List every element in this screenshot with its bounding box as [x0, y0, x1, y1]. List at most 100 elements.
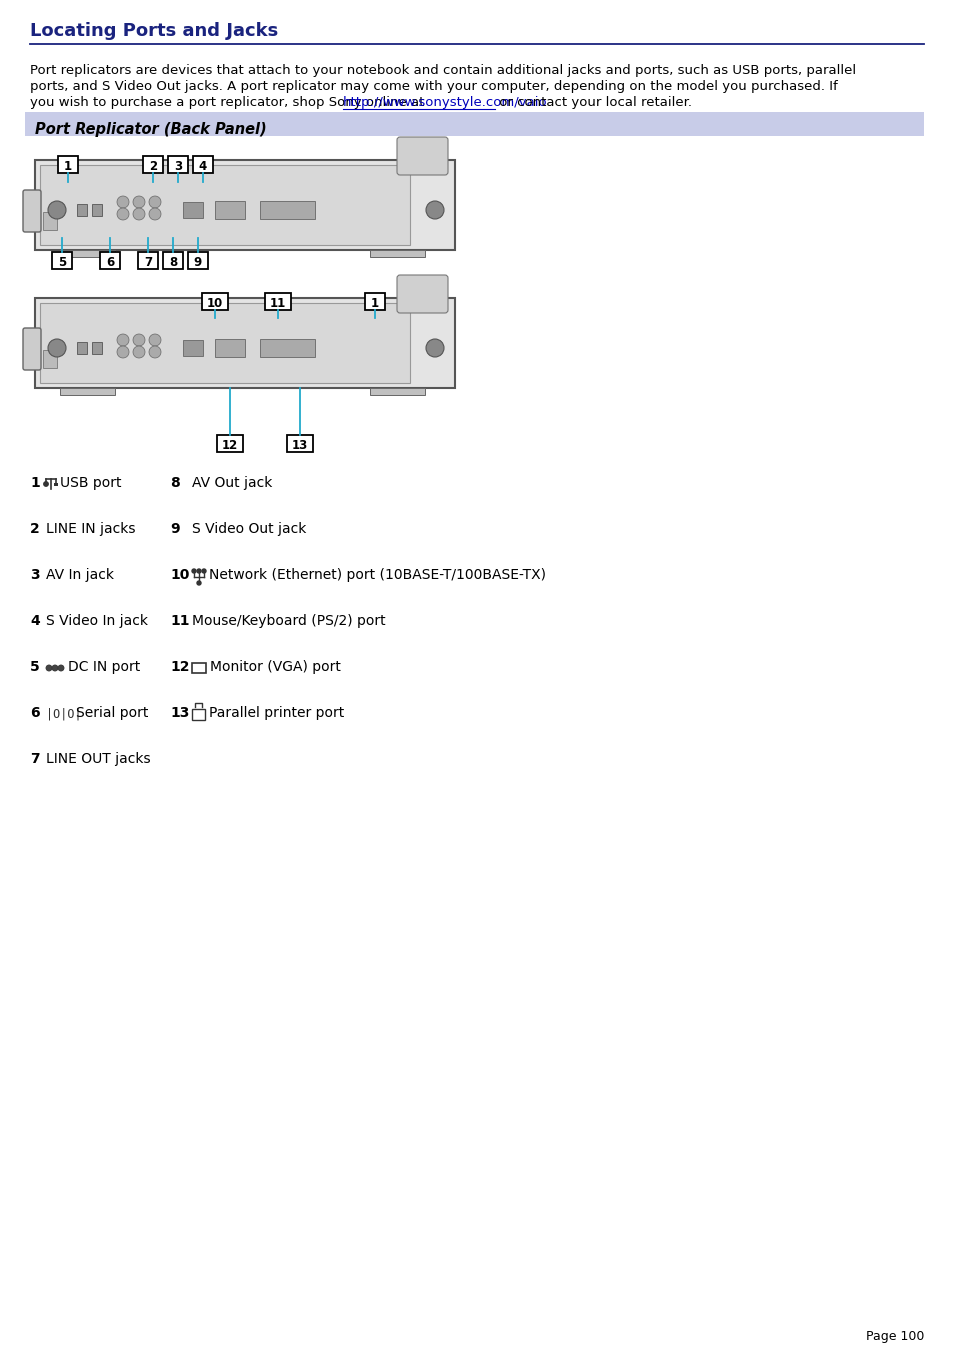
- Bar: [214, 339, 245, 357]
- Text: 3: 3: [30, 567, 40, 582]
- Text: 7: 7: [30, 753, 40, 766]
- Text: 3: 3: [173, 159, 182, 173]
- Bar: [168, 155, 188, 173]
- Bar: [100, 253, 120, 269]
- Circle shape: [192, 569, 195, 573]
- Circle shape: [48, 201, 66, 219]
- Circle shape: [149, 196, 161, 208]
- Text: Port replicators are devices that attach to your notebook and contain additional: Port replicators are devices that attach…: [30, 63, 855, 77]
- FancyBboxPatch shape: [396, 136, 448, 176]
- Text: 9: 9: [193, 255, 202, 269]
- Bar: [138, 253, 158, 269]
- Bar: [214, 201, 245, 219]
- Text: 4: 4: [198, 159, 207, 173]
- Text: S Video Out jack: S Video Out jack: [192, 521, 306, 536]
- Bar: [40, 165, 410, 245]
- Bar: [193, 155, 213, 173]
- Text: |O|O|: |O|O|: [46, 707, 82, 720]
- Circle shape: [117, 196, 129, 208]
- Circle shape: [196, 581, 201, 585]
- Circle shape: [132, 208, 145, 220]
- Text: Page 100: Page 100: [864, 1329, 923, 1343]
- Circle shape: [202, 569, 206, 573]
- Text: 2: 2: [149, 159, 157, 173]
- Text: LINE IN jacks: LINE IN jacks: [46, 521, 135, 536]
- Text: 10: 10: [170, 567, 190, 582]
- Bar: [163, 253, 183, 269]
- Circle shape: [48, 339, 66, 357]
- Bar: [183, 340, 203, 357]
- Text: Port Replicator (Back Panel): Port Replicator (Back Panel): [35, 122, 266, 136]
- Bar: [370, 250, 424, 257]
- Bar: [216, 435, 243, 453]
- Bar: [91, 342, 102, 354]
- FancyBboxPatch shape: [23, 328, 41, 370]
- Text: 1: 1: [64, 159, 72, 173]
- Bar: [287, 435, 313, 453]
- Circle shape: [426, 339, 443, 357]
- Circle shape: [426, 201, 443, 219]
- Text: Parallel printer port: Parallel printer port: [209, 707, 344, 720]
- Bar: [40, 303, 410, 382]
- Text: http://www.sonystyle.com/vaio: http://www.sonystyle.com/vaio: [343, 96, 547, 109]
- Text: 12: 12: [170, 661, 190, 674]
- Text: 5: 5: [58, 255, 66, 269]
- Bar: [52, 253, 71, 269]
- Bar: [192, 663, 206, 673]
- Bar: [60, 250, 115, 257]
- Bar: [91, 204, 102, 216]
- Text: you wish to purchase a port replicator, shop Sony online at: you wish to purchase a port replicator, …: [30, 96, 428, 109]
- Text: 12: 12: [222, 439, 238, 453]
- Text: Locating Ports and Jacks: Locating Ports and Jacks: [30, 22, 278, 41]
- Circle shape: [132, 346, 145, 358]
- Circle shape: [52, 665, 58, 671]
- Bar: [35, 299, 455, 388]
- Text: 8: 8: [169, 255, 177, 269]
- Bar: [43, 212, 57, 230]
- Text: 9: 9: [170, 521, 179, 536]
- Circle shape: [117, 334, 129, 346]
- Bar: [192, 709, 205, 720]
- Circle shape: [46, 665, 52, 671]
- Text: DC IN port: DC IN port: [68, 661, 140, 674]
- Bar: [370, 388, 424, 394]
- Bar: [365, 293, 385, 309]
- Text: 1: 1: [30, 476, 40, 490]
- Circle shape: [117, 208, 129, 220]
- Text: 1: 1: [371, 297, 378, 309]
- Text: 2: 2: [30, 521, 40, 536]
- Circle shape: [149, 334, 161, 346]
- Text: 13: 13: [170, 707, 190, 720]
- Text: 5: 5: [30, 661, 40, 674]
- Text: Network (Ethernet) port (10BASE-T/100BASE-TX): Network (Ethernet) port (10BASE-T/100BAS…: [209, 567, 545, 582]
- Circle shape: [58, 665, 64, 671]
- Bar: [77, 342, 87, 354]
- Circle shape: [44, 482, 49, 486]
- Text: 6: 6: [30, 707, 40, 720]
- Text: 10: 10: [207, 297, 223, 309]
- Bar: [43, 350, 57, 367]
- Bar: [58, 155, 78, 173]
- Circle shape: [117, 346, 129, 358]
- Circle shape: [132, 334, 145, 346]
- Text: Monitor (VGA) port: Monitor (VGA) port: [210, 661, 340, 674]
- Circle shape: [149, 346, 161, 358]
- Bar: [188, 253, 208, 269]
- Bar: [202, 293, 228, 309]
- Text: 13: 13: [292, 439, 308, 453]
- Text: ports, and S Video Out jacks. A port replicator may come with your computer, dep: ports, and S Video Out jacks. A port rep…: [30, 80, 837, 93]
- Circle shape: [149, 208, 161, 220]
- Bar: [77, 204, 87, 216]
- Text: AV In jack: AV In jack: [46, 567, 113, 582]
- Text: 11: 11: [170, 613, 190, 628]
- Text: or contact your local retailer.: or contact your local retailer.: [494, 96, 691, 109]
- Bar: [54, 482, 58, 485]
- Circle shape: [196, 569, 201, 573]
- Text: S Video In jack: S Video In jack: [46, 613, 148, 628]
- Text: USB port: USB port: [60, 476, 121, 490]
- Bar: [25, 112, 923, 136]
- Bar: [260, 201, 314, 219]
- Circle shape: [132, 196, 145, 208]
- FancyBboxPatch shape: [23, 190, 41, 232]
- Text: LINE OUT jacks: LINE OUT jacks: [46, 753, 151, 766]
